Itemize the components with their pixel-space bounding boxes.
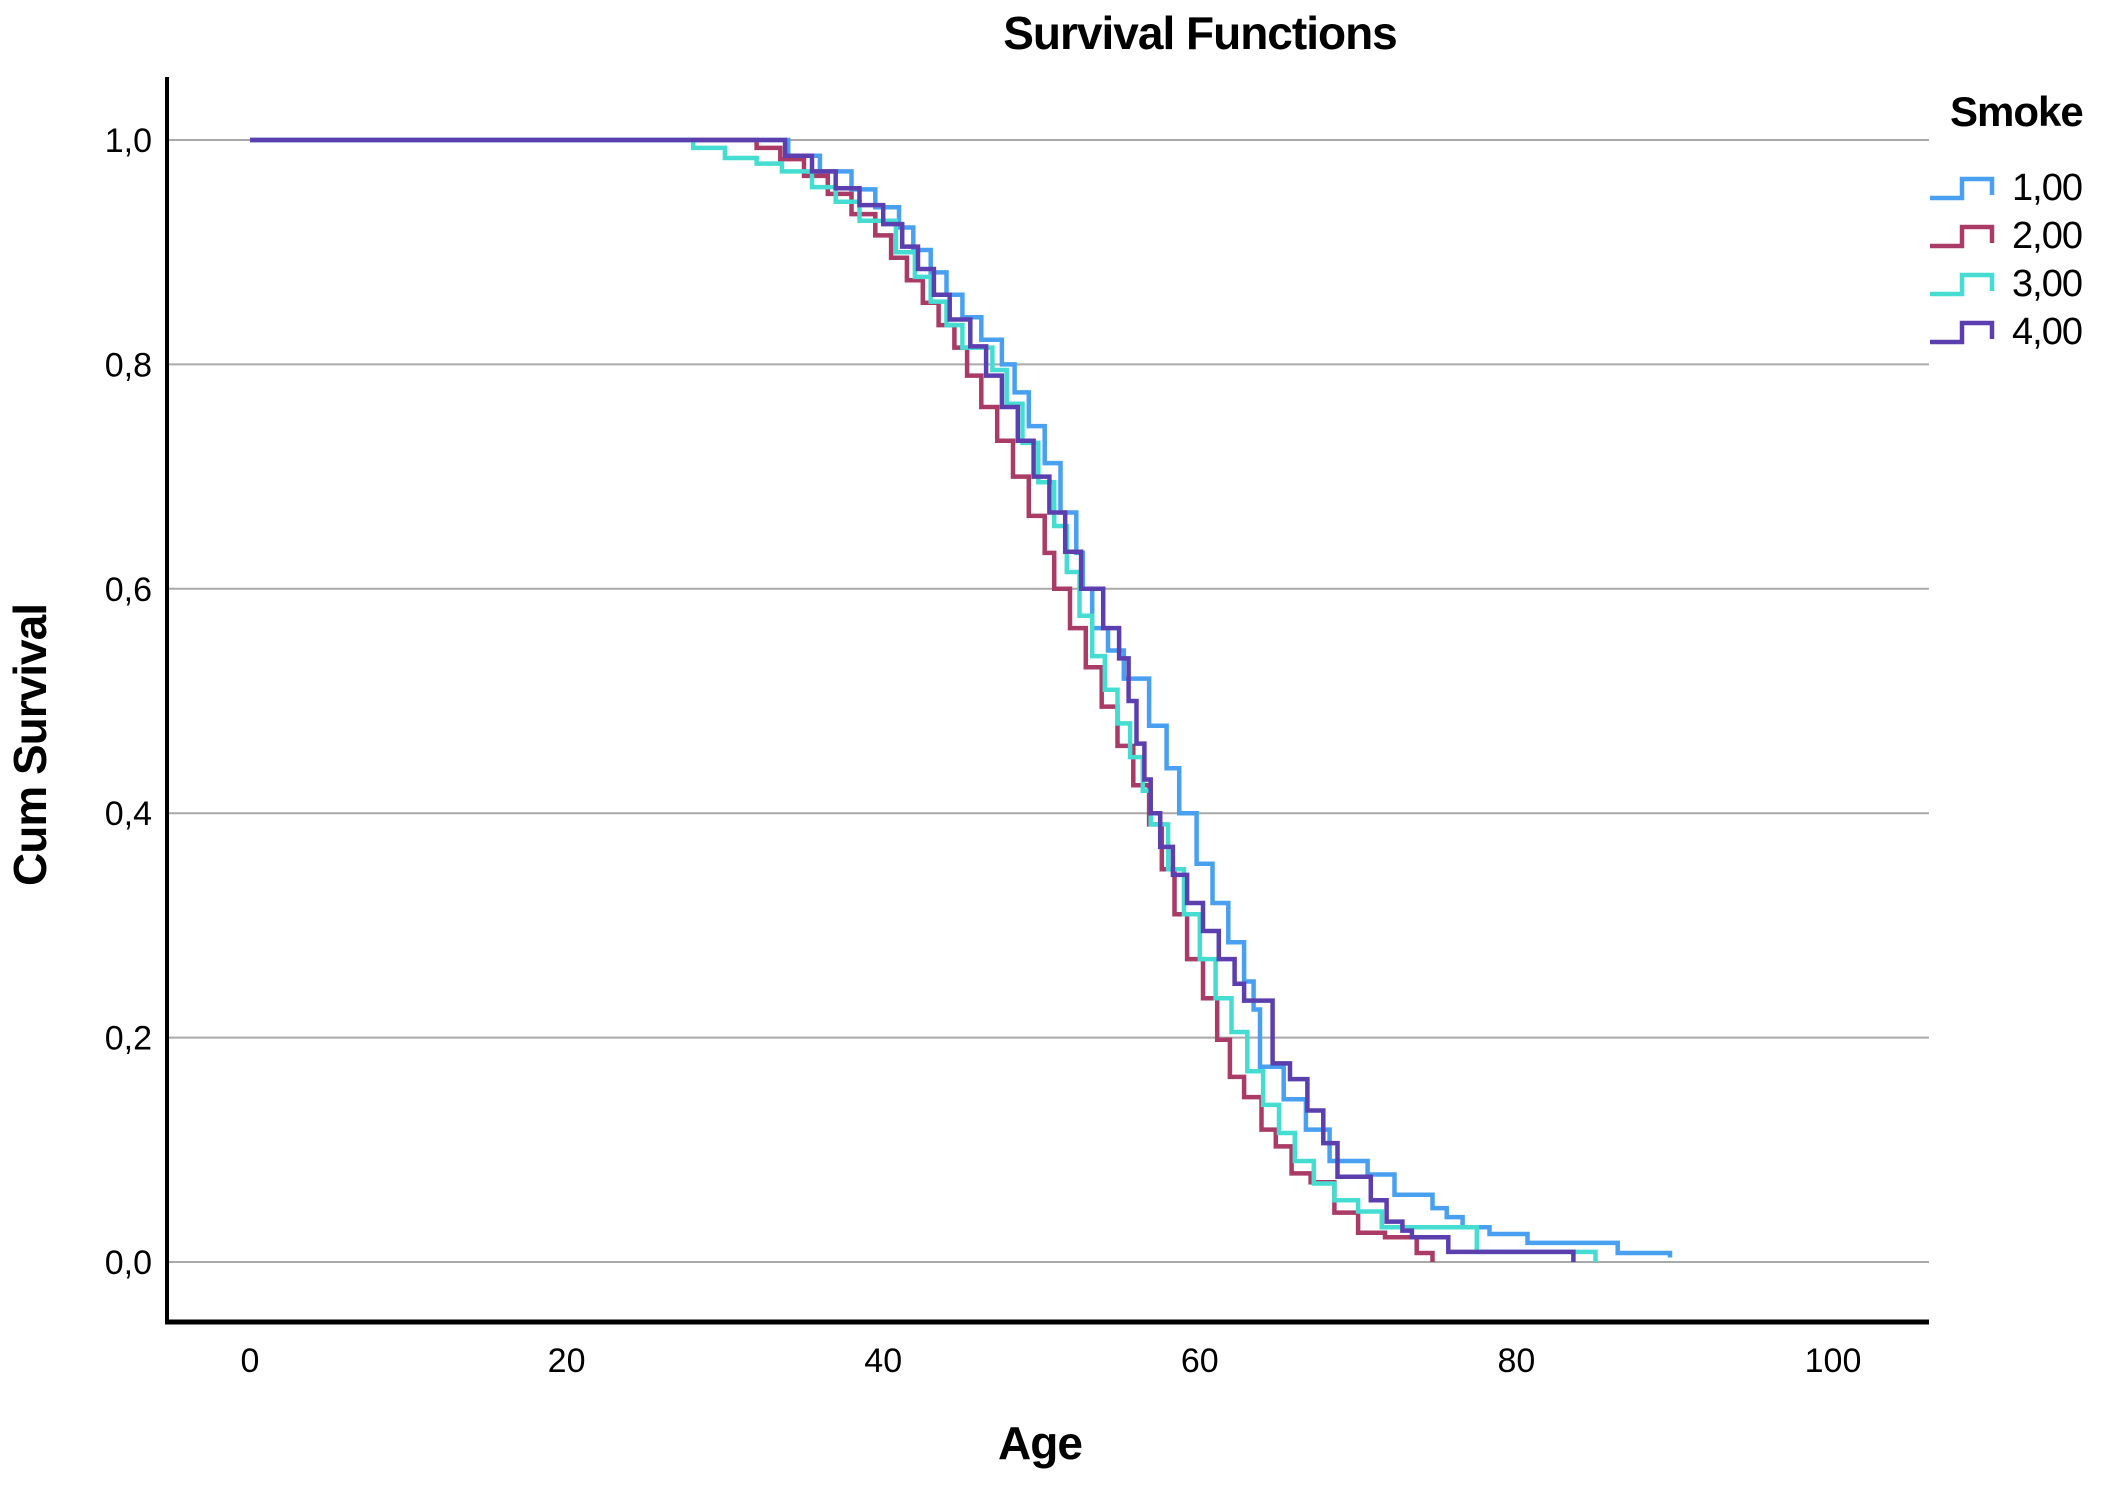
x-tick-label: 20 [548,1342,586,1380]
legend-item-label: 4,00 [2012,310,2083,353]
x-tick-label: 80 [1497,1342,1535,1380]
x-tick-label: 0 [241,1342,260,1380]
legend-item-1,00: 1,00 [1928,164,2111,212]
legend-key-step-icon [1930,272,1995,297]
chart-title: Survival Functions [1003,7,1398,59]
legend-item-2,00: 2,00 [1928,212,2111,260]
legend: Smoke 1,00 2,00 3,00 4,00 [1928,88,2111,356]
legend-item-4,00: 4,00 [1928,308,2111,356]
x-axis-title: Age [998,1417,1083,1469]
legend-item-label: 2,00 [2012,214,2083,257]
survival-curve-4,00 [250,137,1576,1262]
legend-item-label: 1,00 [2012,166,2083,209]
y-tick-label: 0,2 [105,1020,152,1058]
survival-curve-3,00 [250,137,1598,1262]
legend-key-step-icon [1930,224,1995,249]
x-tick-label: 100 [1805,1342,1862,1380]
x-tick-label: 40 [864,1342,902,1380]
y-tick-label: 0,6 [105,571,152,609]
y-tick-label: 0,4 [105,795,152,833]
legend-key-step-icon [1930,320,1995,345]
y-tick-label: 0,8 [105,346,152,384]
legend-key-step-icon [1930,176,1995,201]
legend-item-label: 3,00 [2012,262,2083,305]
y-tick-label: 0,0 [105,1244,152,1282]
legend-title: Smoke [1950,88,2084,135]
survival-curve-2,00 [250,137,1435,1262]
x-tick-label: 60 [1181,1342,1219,1380]
legend-item-3,00: 3,00 [1928,260,2111,308]
y-tick-label: 1,0 [105,122,152,160]
legend-items: 1,00 2,00 3,00 4,00 [1928,164,2111,356]
survival-curve-1,00 [250,137,1673,1258]
